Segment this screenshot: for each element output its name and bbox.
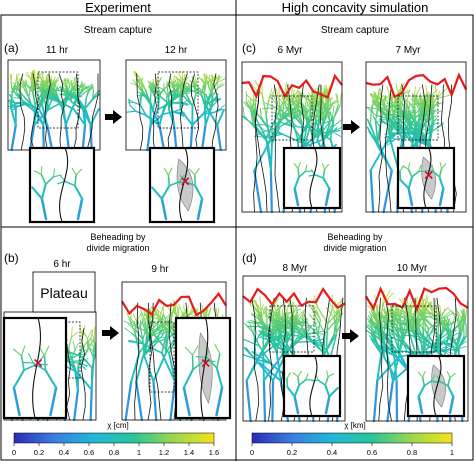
inset-background — [284, 356, 340, 416]
inset-background — [284, 148, 340, 208]
arrow-a — [105, 110, 122, 124]
panel-b-time-1: 6 hr — [53, 259, 71, 270]
arrow-c — [343, 120, 360, 134]
colorbar-left — [14, 433, 214, 443]
panel-a-map-11hr — [8, 60, 100, 150]
panel-b-inset-6hr — [4, 318, 66, 418]
inset-stream — [168, 175, 169, 186]
colorbar-tick-label: 0.6 — [84, 448, 94, 457]
panel-d-time-2: 10 Myr — [397, 263, 428, 274]
stream-segment — [169, 94, 175, 95]
header-experiment: Experiment — [85, 0, 151, 15]
inset-stream — [434, 382, 440, 383]
stream-segment — [168, 315, 169, 323]
colorbar-tick-label: 0.4 — [59, 448, 69, 457]
panel-d-inset-10myr — [408, 356, 464, 416]
colorbar-tick-label: 1.2 — [159, 448, 169, 457]
panel-a-title: Stream capture — [84, 25, 153, 36]
panel-b-title-1: Beheading by — [90, 232, 146, 242]
stream-segment — [92, 371, 93, 390]
colorbar-tick-label: 1.6 — [209, 448, 219, 457]
inset-stream — [298, 169, 299, 178]
stream-segment — [272, 380, 273, 421]
colorbar-right-ticks: 0 0.2 0.4 0.6 0.8 1 — [250, 443, 454, 457]
panel-a-time-1: 11 hr — [46, 45, 69, 56]
panel-d-time-1: 8 Myr — [283, 263, 309, 274]
panel-b-time-2: 9 hr — [151, 264, 169, 275]
arrow-b — [102, 326, 119, 340]
panel-b-inset-9hr — [176, 318, 230, 418]
panel-a-time-2: 12 hr — [165, 45, 188, 56]
panel-c-title: Stream capture — [321, 25, 390, 36]
stream-segment — [205, 106, 206, 125]
inset-background — [30, 148, 94, 222]
colorbar-tick-label: 0.8 — [407, 448, 417, 457]
colorbar-tick-label: 0 — [250, 448, 254, 457]
panel-a-letter: (a) — [4, 41, 19, 55]
stream-segment — [298, 341, 313, 342]
colorbar-tick-label: 0.6 — [367, 448, 377, 457]
colorbar-tick-label: 0 — [12, 448, 16, 457]
stream-segment — [271, 170, 272, 212]
panel-c-inset-7myr — [398, 148, 454, 208]
stream-segment — [18, 84, 19, 91]
plateau-label: Plateau — [40, 285, 87, 301]
header-simulation: High concavity simulation — [282, 0, 429, 15]
colorbar-left-label: χ [cm] — [107, 421, 129, 430]
colorbar-left-ticks: 0 0.2 0.4 0.6 0.8 1 1.2 1.4 1.6 — [12, 443, 219, 457]
panel-d-inset-8myr — [284, 356, 340, 416]
stream-segment — [264, 380, 265, 421]
panel-a-inset-12hr — [150, 148, 214, 222]
panel-d-title-1: Beheading by — [327, 232, 383, 242]
panel-d-title-2: divide migration — [323, 243, 386, 253]
stream-segment — [91, 125, 92, 150]
panel-c-inset-6myr — [284, 148, 340, 208]
stream-segment — [94, 327, 95, 338]
stream-segment — [438, 324, 439, 338]
stream-segment — [43, 125, 44, 150]
stream-segment — [14, 102, 23, 103]
stream-segment — [93, 358, 94, 371]
stream-segment — [327, 324, 328, 350]
stream-segment — [271, 144, 272, 170]
colorbar-tick-label: 1 — [137, 448, 141, 457]
panel-a-inset-11hr — [30, 148, 94, 222]
colorbar-tick-label: 0.2 — [34, 448, 44, 457]
colorbar-tick-label: 0.2 — [287, 448, 297, 457]
panel-d-letter: (d) — [242, 251, 257, 265]
colorbar-right-label: χ [km] — [344, 421, 366, 430]
inset-stream — [45, 356, 46, 371]
panel-a-map-12hr — [126, 60, 226, 150]
colorbar-tick-label: 1.4 — [184, 448, 194, 457]
panel-b-title-2: divide migration — [86, 243, 149, 253]
colorbar-right — [252, 433, 452, 443]
panel-c-letter: (c) — [242, 41, 256, 55]
stream-segment — [91, 390, 92, 420]
colorbar-tick-label: 1 — [450, 448, 454, 457]
stream-segment — [298, 127, 312, 128]
panel-b-letter: (b) — [4, 251, 19, 265]
inset-background — [4, 318, 66, 418]
panel-c-time-1: 6 Myr — [278, 45, 304, 56]
colorbar-tick-label: 0.4 — [327, 448, 337, 457]
colorbar-tick-label: 0.8 — [109, 448, 119, 457]
panel-c-time-2: 7 Myr — [396, 45, 422, 56]
